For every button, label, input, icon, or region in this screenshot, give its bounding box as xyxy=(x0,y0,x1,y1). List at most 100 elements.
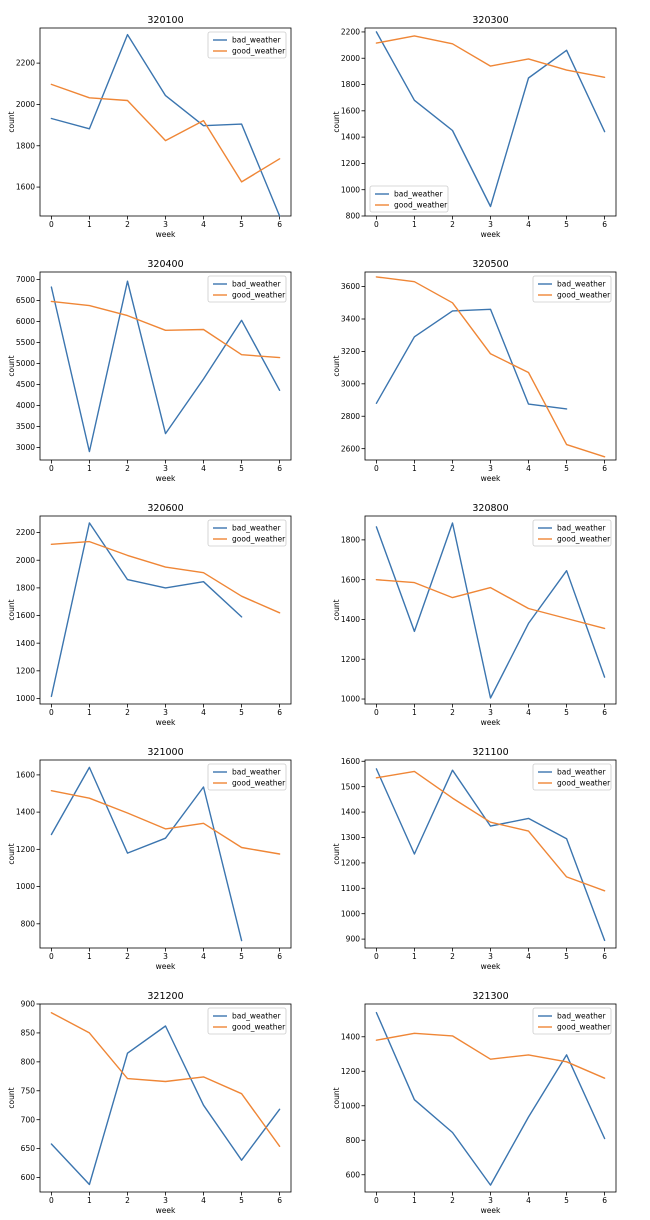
series-line-good_weather xyxy=(50,1012,281,1148)
x-tick-label: 3 xyxy=(488,708,493,717)
chart-panel-321000: 321000 0 1 2 3 4 5 6 800 1000 1200 1400 1600 week coun… xyxy=(0,732,325,976)
y-tick-label: 600 xyxy=(346,1170,361,1179)
y-tick-label: 5500 xyxy=(16,338,35,347)
y-tick-label: 1400 xyxy=(341,808,360,817)
y-tick-label: 1600 xyxy=(341,575,360,584)
x-tick-label: 2 xyxy=(125,220,130,229)
chart-title: 321300 xyxy=(472,991,508,1002)
y-tick-label: 2200 xyxy=(16,59,35,68)
x-tick-label: 1 xyxy=(412,464,417,473)
x-tick-label: 4 xyxy=(201,1196,206,1205)
x-tick-label: 4 xyxy=(526,1196,531,1205)
chart-panel-320800: 320800 0 1 2 3 4 5 6 1000 1200 1400 1600 1800 week cou… xyxy=(325,488,650,732)
chart-panel-320100: 320100 0 1 2 3 4 5 6 1600 1800 2000 2200 week count ba… xyxy=(0,0,325,244)
x-tick-label: 6 xyxy=(277,220,282,229)
x-tick-label: 0 xyxy=(374,952,379,961)
chart-svg: 320400 0 1 2 3 4 5 6 3000 3500 4000 4500 5000 5500 600… xyxy=(7,259,292,483)
y-tick-label: 1200 xyxy=(341,858,360,867)
y-axis-label: count xyxy=(7,1087,16,1108)
y-tick-label: 1000 xyxy=(16,882,35,891)
legend: bad_weather good_weather xyxy=(532,519,612,547)
chart-svg: 320100 0 1 2 3 4 5 6 1600 1800 2000 2200 week count ba… xyxy=(7,15,292,239)
x-tick-label: 2 xyxy=(125,1196,130,1205)
series-line-bad_weather xyxy=(50,766,243,942)
chart-svg: 321300 0 1 2 3 4 5 6 600 800 1000 1200 1400 week count… xyxy=(332,991,617,1215)
x-tick-label: 4 xyxy=(201,464,206,473)
y-tick-label: 1400 xyxy=(341,133,360,142)
y-tick-label: 800 xyxy=(21,1057,36,1066)
x-axis-label: week xyxy=(156,230,176,239)
y-tick-label: 1400 xyxy=(341,615,360,624)
y-tick-label: 1200 xyxy=(341,655,360,664)
x-tick-label: 5 xyxy=(239,464,244,473)
x-tick-label: 2 xyxy=(450,464,455,473)
y-tick-label: 1600 xyxy=(341,757,360,766)
series-line-good_weather xyxy=(50,790,281,855)
x-tick-label: 2 xyxy=(450,952,455,961)
x-tick-label: 2 xyxy=(450,220,455,229)
x-tick-label: 4 xyxy=(526,952,531,961)
series-line-good_weather xyxy=(375,35,606,79)
legend-box xyxy=(532,763,612,791)
x-tick-label: 3 xyxy=(488,464,493,473)
x-tick-label: 2 xyxy=(125,464,130,473)
x-tick-label: 3 xyxy=(488,220,493,229)
x-tick-label: 1 xyxy=(87,952,92,961)
y-tick-label: 1000 xyxy=(341,695,360,704)
chart-svg: 320500 0 1 2 3 4 5 6 2600 2800 3000 3200 3400 3600 wee… xyxy=(332,259,617,483)
chart-panel-320300: 320300 0 1 2 3 4 5 6 800 1000 1200 1400 1600 1800 2000… xyxy=(325,0,650,244)
x-tick-label: 5 xyxy=(564,1196,569,1205)
x-tick-label: 6 xyxy=(602,220,607,229)
x-tick-label: 2 xyxy=(125,708,130,717)
series-line-good_weather xyxy=(375,276,606,458)
y-tick-label: 7000 xyxy=(16,275,35,284)
x-tick-label: 5 xyxy=(564,952,569,961)
x-tick-label: 6 xyxy=(602,464,607,473)
y-axis-label: count xyxy=(332,599,341,620)
x-tick-label: 1 xyxy=(87,464,92,473)
x-axis-label: week xyxy=(156,962,176,971)
chart-svg: 321200 0 1 2 3 4 5 6 600 650 700 750 800 850 900 week co… xyxy=(7,991,292,1215)
x-tick-label: 1 xyxy=(412,1196,417,1205)
x-tick-label: 5 xyxy=(564,464,569,473)
y-tick-label: 1600 xyxy=(16,611,35,620)
y-tick-label: 1000 xyxy=(341,1101,360,1110)
chart-panel-320600: 320600 0 1 2 3 4 5 6 1000 1200 1400 1600 1800 2000 220… xyxy=(0,488,325,732)
series-line-bad_weather xyxy=(375,768,606,942)
legend-label-good_weather: good_weather xyxy=(232,291,286,300)
y-tick-label: 3500 xyxy=(16,422,35,431)
chart-panel-321200: 321200 0 1 2 3 4 5 6 600 650 700 750 800 850 900 week co… xyxy=(0,976,325,1220)
y-tick-label: 1600 xyxy=(341,106,360,115)
legend: bad_weather good_weather xyxy=(207,763,287,791)
x-tick-label: 5 xyxy=(239,1196,244,1205)
y-tick-label: 1000 xyxy=(341,909,360,918)
chart-title: 320100 xyxy=(147,15,183,26)
chart-panel-320500: 320500 0 1 2 3 4 5 6 2600 2800 3000 3200 3400 3600 wee… xyxy=(325,244,650,488)
series-line-good_weather xyxy=(375,578,606,630)
y-tick-label: 2200 xyxy=(16,528,35,537)
x-tick-label: 1 xyxy=(87,1196,92,1205)
legend-box xyxy=(207,275,287,303)
x-tick-label: 5 xyxy=(564,220,569,229)
legend-label-good_weather: good_weather xyxy=(557,1023,611,1032)
x-tick-label: 4 xyxy=(526,464,531,473)
y-tick-label: 3400 xyxy=(341,315,360,324)
x-tick-label: 2 xyxy=(450,1196,455,1205)
series-line-good_weather xyxy=(375,770,606,892)
x-tick-label: 6 xyxy=(277,952,282,961)
chart-title: 321100 xyxy=(472,747,508,758)
y-tick-label: 1800 xyxy=(16,583,35,592)
chart-svg: 320800 0 1 2 3 4 5 6 1000 1200 1400 1600 1800 week cou… xyxy=(332,503,617,727)
legend-label-good_weather: good_weather xyxy=(232,535,286,544)
x-tick-label: 5 xyxy=(239,708,244,717)
legend-label-good_weather: good_weather xyxy=(232,47,286,56)
x-axis-label: week xyxy=(481,474,501,483)
legend-box xyxy=(532,275,612,303)
series-line-good_weather xyxy=(375,1032,606,1079)
y-axis-label: count xyxy=(332,1087,341,1108)
y-tick-label: 3600 xyxy=(341,282,360,291)
x-tick-label: 4 xyxy=(201,952,206,961)
legend: bad_weather good_weather xyxy=(207,1007,287,1035)
x-tick-label: 3 xyxy=(163,220,168,229)
legend-box xyxy=(532,1007,612,1035)
